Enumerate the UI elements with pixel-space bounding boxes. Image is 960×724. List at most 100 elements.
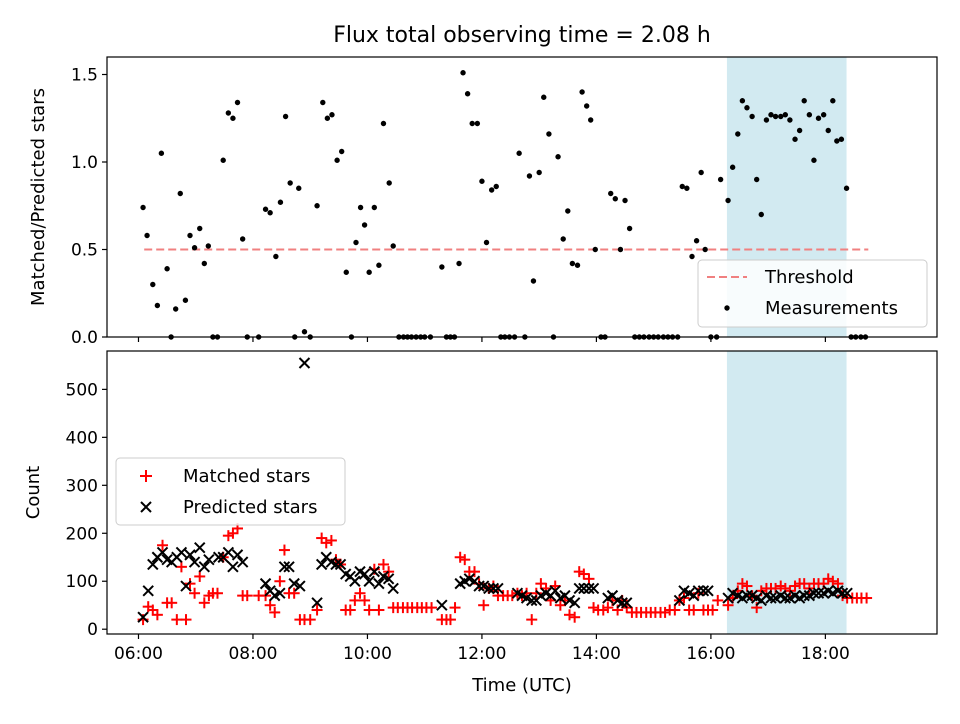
matched-star-point xyxy=(175,561,187,573)
x-b xyxy=(231,549,244,561)
y-tick-label: 300 xyxy=(66,476,98,496)
x-b xyxy=(611,594,624,607)
predicted-star-point xyxy=(188,556,201,568)
matched-star-point xyxy=(325,534,337,546)
measurement-point xyxy=(717,176,724,183)
matched-star-point xyxy=(741,580,753,592)
matched-star-point xyxy=(798,578,810,590)
x-b xyxy=(184,549,196,561)
measurement-point xyxy=(626,225,633,232)
chart-title: Flux total observing time = 2.08 h xyxy=(333,23,711,48)
matched-star-point xyxy=(157,539,169,551)
y-axis-label: Count xyxy=(23,466,44,519)
x-b xyxy=(621,597,633,609)
measurement-point xyxy=(693,238,700,244)
matched-star-point xyxy=(669,604,681,616)
measurement-point xyxy=(296,185,302,191)
matched-star-point xyxy=(478,599,490,611)
measurement-point xyxy=(782,112,789,118)
measurement-point xyxy=(612,196,619,202)
measurement-point xyxy=(182,297,189,303)
count-panel: 0 100 200 300 400 500 06:00 08:00 10:00 12:00 14:0… xyxy=(23,350,938,696)
predicted-star-point xyxy=(274,587,286,599)
x-tick-label: 10:00 xyxy=(343,644,392,664)
x-b xyxy=(203,553,215,566)
measurement-point xyxy=(516,150,522,156)
x-b xyxy=(483,582,495,595)
measurement-point xyxy=(361,222,368,228)
predicted-star-point xyxy=(175,546,188,559)
x-b xyxy=(188,556,201,568)
measurement-point xyxy=(768,112,774,118)
x-b xyxy=(358,568,371,580)
measurement-point xyxy=(698,169,704,176)
legend-box xyxy=(115,457,346,526)
x-b xyxy=(212,551,225,563)
x-b xyxy=(227,561,239,573)
x-b xyxy=(368,565,381,578)
x-b xyxy=(142,585,154,597)
x-b xyxy=(673,594,686,607)
measurement-point xyxy=(546,131,552,137)
measurement-point xyxy=(725,197,731,204)
axes-frame xyxy=(106,350,938,635)
x-b xyxy=(274,587,286,599)
x-b xyxy=(156,546,169,559)
measurement-point xyxy=(282,113,289,120)
y-tick-label: 0 xyxy=(87,620,98,640)
x-b xyxy=(180,580,192,592)
matched-star-point xyxy=(166,597,178,609)
matched-star-point xyxy=(137,614,149,626)
measurement-point xyxy=(778,113,784,120)
predicted-star-point xyxy=(808,587,820,599)
predicted-star-point xyxy=(583,582,595,595)
measurement-point xyxy=(150,281,156,288)
predicted-star-point xyxy=(779,592,792,604)
legend: Threshold Measurements xyxy=(697,259,928,328)
matched-star-point xyxy=(151,609,163,621)
x-b xyxy=(236,556,249,568)
x-tick-label: 12:00 xyxy=(457,644,506,664)
x-tick-label: 18:00 xyxy=(801,644,850,664)
x-b xyxy=(473,580,485,592)
measurement-point xyxy=(587,117,594,123)
x-b xyxy=(298,357,311,369)
x-b xyxy=(540,587,552,599)
predicted-star-point xyxy=(194,541,206,554)
y-tick-label: 100 xyxy=(66,572,98,592)
x-b xyxy=(339,568,352,580)
predicted-star-point xyxy=(156,546,169,559)
x-b xyxy=(194,541,206,554)
matched-star-point xyxy=(712,594,724,606)
predicted-star-point xyxy=(212,551,225,563)
matched-star-point xyxy=(564,609,576,621)
x-b xyxy=(330,558,342,571)
matched-star-point xyxy=(304,614,316,626)
measurement-point xyxy=(758,211,764,218)
matched-star-point xyxy=(459,554,471,566)
predicted-star-point xyxy=(573,582,585,595)
legend-predicted-label: Predicted stars xyxy=(183,497,317,518)
predicted-star-point xyxy=(616,597,628,609)
measurement-point xyxy=(287,180,293,186)
matched-star-point xyxy=(583,573,595,585)
measurement-point xyxy=(488,187,495,193)
measurement-point xyxy=(301,329,308,335)
x-tick-label: 06:00 xyxy=(114,644,163,664)
matched-star-point xyxy=(194,570,206,582)
x-b xyxy=(487,582,500,595)
matched-star-point xyxy=(354,587,366,599)
y-tick-label: 500 xyxy=(66,380,98,400)
measurement-point xyxy=(592,246,598,253)
measurement-point xyxy=(273,253,279,260)
matched-star-point xyxy=(288,587,300,599)
measurement-point xyxy=(565,208,571,214)
y-tick-label: 200 xyxy=(66,524,98,544)
measurement-point xyxy=(834,138,840,144)
x-b xyxy=(492,582,504,595)
predicted-star-point xyxy=(227,561,239,573)
measurement-point xyxy=(324,115,331,121)
predicted-star-point xyxy=(203,553,215,566)
y-tick-label: 0.0 xyxy=(71,328,98,348)
predicted-star-point xyxy=(382,573,395,585)
